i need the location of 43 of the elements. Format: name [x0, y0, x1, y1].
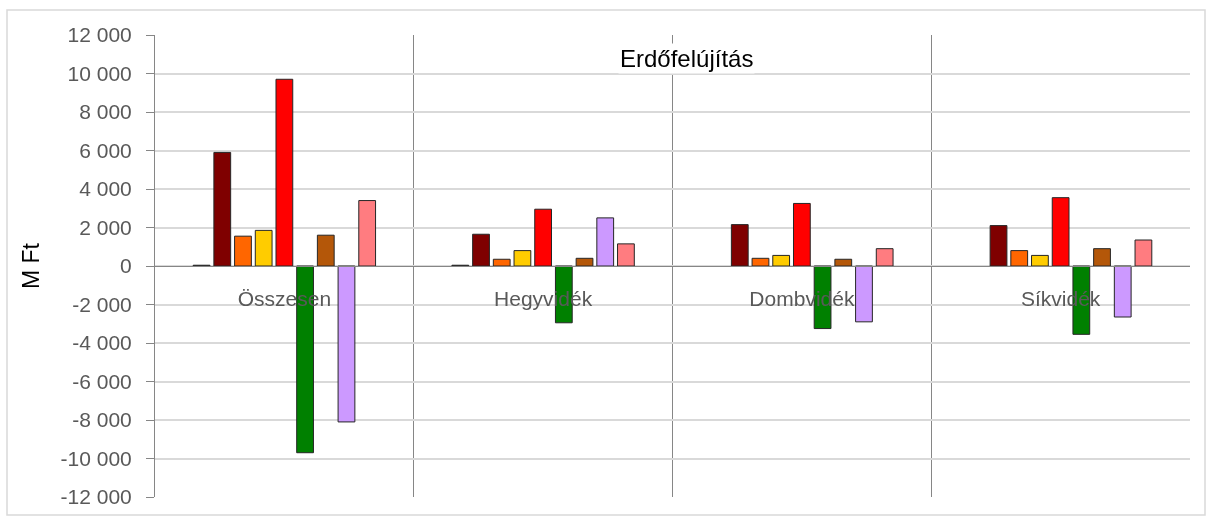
y-tick-label: -12 000 [60, 485, 132, 509]
y-tick-label: -2 000 [72, 292, 132, 316]
bar [1134, 239, 1153, 267]
chart-title: Erdőfelújítás [620, 45, 754, 72]
bar [316, 234, 335, 267]
y-axis-title: M Ft [18, 242, 45, 289]
bar [234, 235, 252, 267]
y-tick-label: 4 000 [79, 177, 132, 201]
bar [855, 265, 873, 323]
bar [875, 248, 894, 267]
bar [1113, 265, 1132, 318]
bar [472, 233, 490, 267]
bar [492, 258, 511, 267]
y-tick-label: -10 000 [60, 446, 132, 470]
y-tick-label: -4 000 [72, 331, 132, 355]
y-tick-label: 6 000 [79, 138, 132, 162]
bar [772, 254, 791, 267]
bar [337, 265, 356, 423]
bar [1051, 197, 1070, 267]
bar [213, 151, 232, 267]
y-tick-label: 2 000 [79, 215, 132, 239]
bar [575, 257, 594, 267]
bar [989, 225, 1008, 267]
y-tick-label: -8 000 [72, 408, 132, 432]
bar [730, 224, 749, 267]
bar [358, 200, 377, 267]
y-tick-label: 0 [120, 254, 132, 278]
bar [254, 229, 273, 267]
bar [275, 78, 294, 267]
bar [1031, 254, 1049, 267]
bar [596, 217, 615, 267]
bar [792, 202, 811, 267]
bar [751, 257, 770, 267]
y-tick-label: 8 000 [79, 100, 132, 124]
bar [513, 250, 532, 267]
y-tick-label: -6 000 [72, 369, 132, 393]
y-tick-label: 10 000 [67, 61, 132, 85]
bar [1010, 250, 1029, 267]
bar [617, 243, 635, 267]
bar [534, 208, 553, 267]
y-tick-label: 12 000 [67, 23, 132, 47]
bar [1093, 248, 1111, 267]
bar [834, 258, 853, 267]
